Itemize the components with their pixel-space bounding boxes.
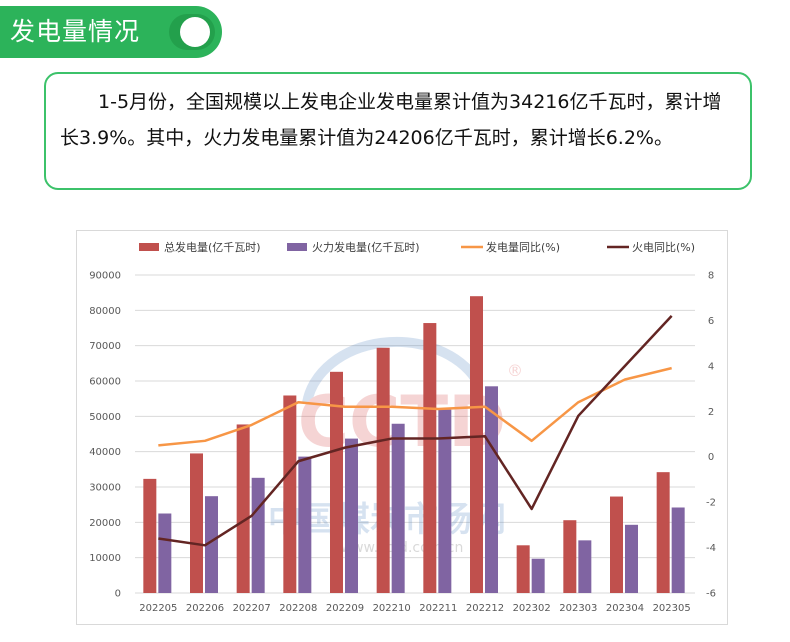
- x-tick-label: 202208: [279, 603, 317, 614]
- chart-container: 0 10000 20000 30000 40000 50000 60000 70000 8000…: [76, 230, 728, 625]
- y-left-tick-label: 30000: [89, 483, 121, 494]
- total-generation-bar: [283, 395, 297, 593]
- total-generation-bar: [190, 453, 203, 593]
- x-tick-label: 202207: [233, 603, 271, 614]
- toggle-knob: [180, 17, 210, 47]
- thermal-generation-bar: [671, 507, 685, 593]
- total-generation-bar: [656, 472, 670, 593]
- thermal-yoy-line: [158, 315, 673, 547]
- y-right-tick-label: -4: [706, 543, 716, 554]
- y-left-tick-label: 10000: [89, 553, 121, 564]
- y-left-tick-label: 50000: [89, 412, 121, 423]
- watermark-registered: ®: [507, 361, 523, 380]
- section-header-banner: 发电量情况: [0, 6, 222, 58]
- x-tick-label: 202211: [419, 603, 457, 614]
- x-tick-label: 202212: [466, 603, 504, 614]
- combo-chart: 0 10000 20000 30000 40000 50000 60000 70000 8000…: [89, 240, 716, 614]
- x-tick-label: 202206: [186, 603, 224, 614]
- x-tick-label: 202210: [373, 603, 411, 614]
- thermal-generation-bar: [625, 524, 638, 593]
- y-right-tick-label: -6: [706, 589, 716, 600]
- thermal-generation-bar: [485, 386, 498, 593]
- x-tick-label: 202205: [139, 603, 177, 614]
- y-right-tick-label: 4: [708, 361, 714, 372]
- legend-swatch: [287, 243, 307, 251]
- thermal-generation-bar: [531, 558, 545, 593]
- section-title: 发电量情况: [10, 17, 141, 46]
- total-generation-bar: [563, 520, 577, 593]
- thermal-generation-bar: [298, 456, 312, 593]
- total-generation-bar: [376, 347, 390, 593]
- total-generation-bar: [423, 323, 437, 593]
- legend-label: 火力发电量(亿千瓦时): [312, 240, 420, 254]
- y-left-tick-label: 0: [115, 589, 121, 600]
- y-right-tick-label: -2: [706, 498, 716, 509]
- x-tick-label: 202303: [559, 603, 597, 614]
- total-generation-bar: [516, 545, 530, 593]
- y-right-tick-label: 0: [708, 452, 714, 463]
- x-tick-label: 202302: [513, 603, 551, 614]
- y-left-tick-label: 70000: [89, 341, 121, 352]
- toggle-icon: [169, 14, 215, 50]
- thermal-generation-bar: [391, 423, 405, 593]
- watermark-arc: [302, 336, 482, 404]
- x-tick-label: 202305: [653, 603, 691, 614]
- thermal-generation-bar: [205, 496, 218, 593]
- y-left-tick-label: 40000: [89, 447, 121, 458]
- thermal-generation-bar: [578, 540, 592, 593]
- summary-text: 1-5月份，全国规模以上发电企业发电量累计值为34216亿千瓦时，累计增长3.9…: [60, 91, 722, 149]
- y-left-tick-label: 20000: [89, 518, 121, 529]
- x-tick-label: 202304: [606, 603, 644, 614]
- thermal-generation-bar: [345, 438, 358, 593]
- thermal-generation-bar: [158, 513, 172, 593]
- y-left-tick-label: 60000: [89, 377, 121, 388]
- y-left-tick-label: 80000: [89, 306, 121, 317]
- x-tick-label: 202209: [326, 603, 364, 614]
- total-generation-bar: [610, 496, 623, 593]
- total-generation-bar: [236, 424, 250, 593]
- total-generation-bar: [143, 478, 157, 593]
- y-right-tick-label: 8: [708, 271, 714, 282]
- thermal-generation-bar: [438, 409, 452, 593]
- legend-label: 发电量同比(%): [486, 240, 560, 254]
- legend-label: 火电同比(%): [632, 241, 695, 254]
- y-left-tick-label: 90000: [89, 271, 121, 282]
- thermal-generation-bar: [251, 477, 265, 593]
- total-generation-bar: [470, 296, 483, 593]
- y-right-tick-label: 6: [708, 316, 714, 327]
- total-generation-bar: [330, 371, 343, 593]
- summary-box: 1-5月份，全国规模以上发电企业发电量累计值为34216亿千瓦时，累计增长3.9…: [44, 72, 752, 190]
- y-right-tick-label: 2: [708, 407, 714, 418]
- total-yoy-line: [158, 366, 672, 447]
- legend-label: 总发电量(亿千瓦时): [164, 240, 261, 254]
- legend-swatch: [139, 243, 159, 251]
